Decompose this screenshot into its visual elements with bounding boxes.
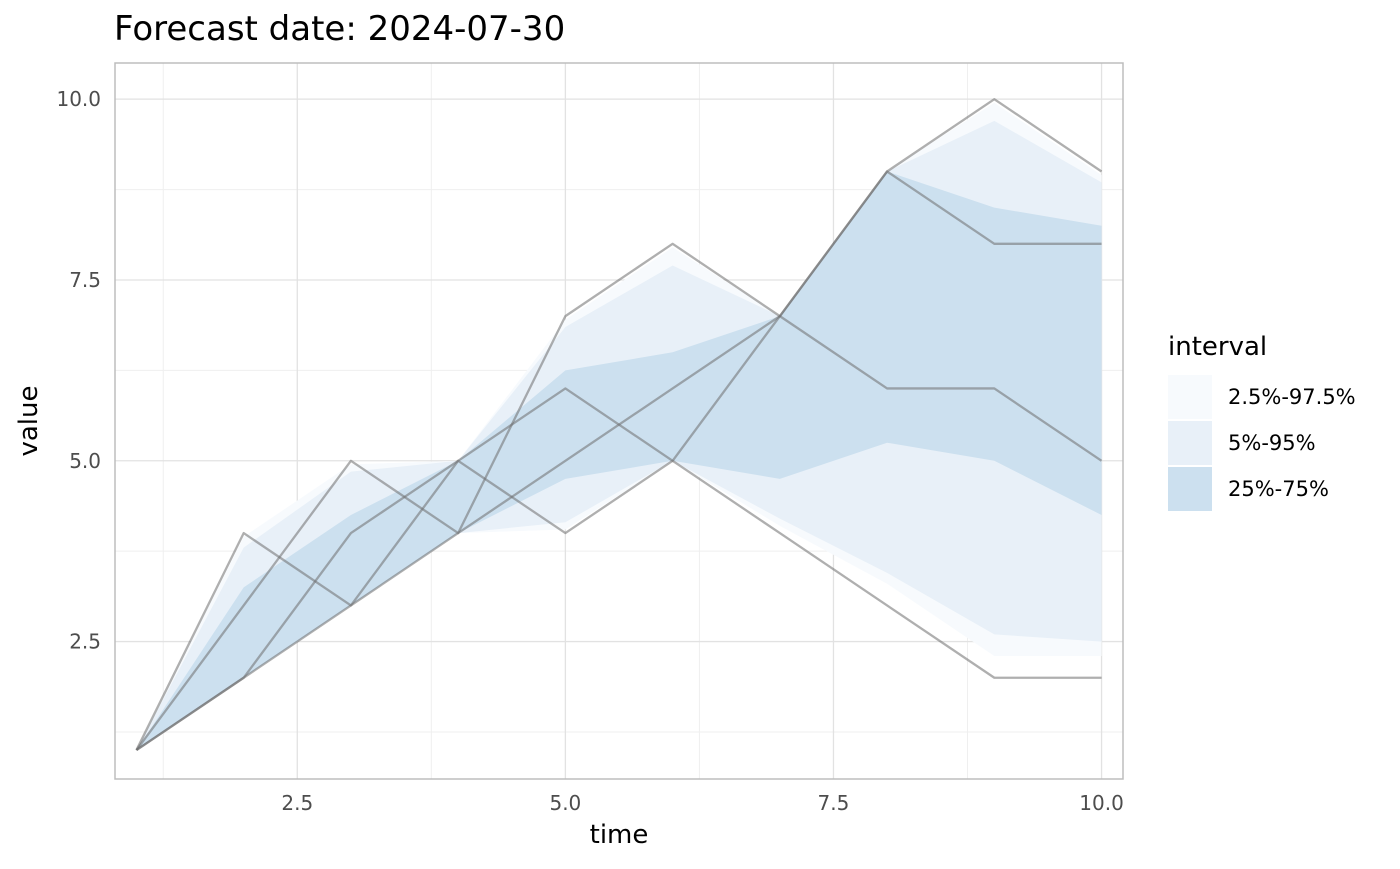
trajectory-line-4 bbox=[135, 459, 1102, 752]
y-tick-label: 2.5 bbox=[69, 630, 101, 654]
x-axis-title: time bbox=[590, 820, 649, 850]
x-tick-label: 7.5 bbox=[818, 791, 850, 815]
axis-layer: 2.5 5.0 7.5 10.0 2.5 5.0 7.5 10.0 bbox=[56, 87, 1123, 815]
x-tick-label: 10.0 bbox=[1079, 791, 1124, 815]
y-tick-label: 5.0 bbox=[69, 449, 101, 473]
panel-border bbox=[114, 62, 1124, 780]
legend-swatch bbox=[1168, 421, 1212, 465]
legend-swatch bbox=[1168, 467, 1212, 511]
x-tick-label: 5.0 bbox=[549, 791, 581, 815]
legend: interval 2.5%-97.5% 5%-95% 25%-75% bbox=[1168, 332, 1356, 511]
legend-swatch bbox=[1168, 375, 1212, 419]
x-tick-label: 2.5 bbox=[281, 791, 313, 815]
legend-items: 2.5%-97.5% 5%-95% 25%-75% bbox=[1168, 375, 1356, 511]
y-tick-label: 7.5 bbox=[69, 268, 101, 292]
y-axis-title: value bbox=[14, 385, 44, 456]
trajectory-lines bbox=[135, 98, 1103, 752]
interval-band-25%-75% bbox=[136, 171, 1102, 751]
legend-label: 2.5%-97.5% bbox=[1228, 385, 1356, 409]
interval-bands bbox=[136, 102, 1102, 751]
legend-title: interval bbox=[1168, 332, 1267, 362]
trajectory-line-2 bbox=[135, 170, 1102, 751]
legend-label: 5%-95% bbox=[1228, 431, 1316, 455]
chart-title: Forecast date: 2024-07-30 bbox=[114, 9, 565, 49]
y-tick-label: 10.0 bbox=[56, 87, 101, 111]
trajectory-line-3 bbox=[135, 314, 1103, 752]
legend-label: 25%-75% bbox=[1228, 477, 1329, 501]
